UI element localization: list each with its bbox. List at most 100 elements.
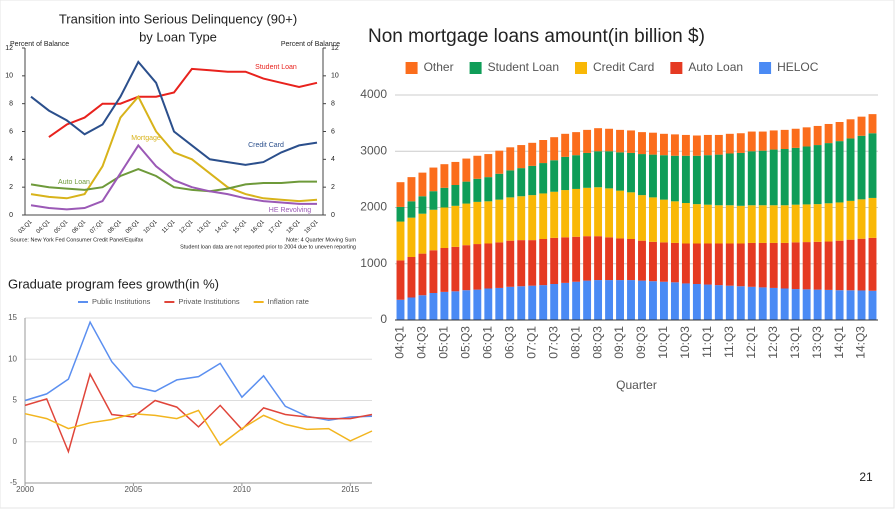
bar-segment xyxy=(561,237,570,283)
bar-segment xyxy=(725,243,734,286)
bar-segment xyxy=(429,250,438,293)
y-tick-label: 10 xyxy=(8,354,17,363)
bar-segment xyxy=(528,285,537,320)
bar-segment xyxy=(649,281,657,320)
x-tick-label: 13:Q1 xyxy=(788,326,802,359)
bar-segment xyxy=(824,241,833,290)
bar-segment xyxy=(747,286,756,320)
chart-title: Transition into Serious Delinquency (90+… xyxy=(59,11,297,26)
y-tick-label: 0 xyxy=(380,312,387,326)
bar-segment xyxy=(396,182,405,207)
y-tick-label: 0 xyxy=(9,212,13,219)
bar-segment xyxy=(824,123,833,144)
series-label: Auto Loan xyxy=(58,179,90,186)
bar-segment xyxy=(572,236,581,282)
bar-segment xyxy=(616,280,624,320)
bar-segment xyxy=(638,240,646,281)
bar-segment xyxy=(857,238,866,291)
bar-segment xyxy=(440,187,449,208)
bar-segment xyxy=(736,286,745,320)
bar-segment xyxy=(473,155,482,179)
x-tick-label: 08:Q1 xyxy=(568,326,582,359)
bar-segment xyxy=(780,242,789,289)
x-tick-label: 14:Q3 xyxy=(854,326,868,359)
legend-label: Other xyxy=(424,60,454,74)
bar-segment xyxy=(539,140,548,164)
bar-segment xyxy=(539,239,548,286)
y-tick-label: 15 xyxy=(8,313,17,322)
y2-tick-label: 0 xyxy=(331,212,335,219)
bar-segment xyxy=(506,240,515,287)
bar-segment xyxy=(462,158,471,182)
bar-segment xyxy=(747,131,756,152)
series-line xyxy=(30,143,317,211)
bar-segment xyxy=(736,152,745,206)
legend-swatch xyxy=(405,62,418,74)
bar-segment xyxy=(802,242,811,290)
bar-segment xyxy=(396,206,405,222)
bar-segment xyxy=(670,242,679,283)
legend-label: Student Loan xyxy=(488,60,559,74)
bar-segment xyxy=(462,203,471,246)
bar-segment xyxy=(868,237,877,291)
y-tick-label: 1000 xyxy=(360,256,387,270)
bar-segment xyxy=(747,151,756,206)
legend-label: HELOC xyxy=(777,60,819,74)
bar-segment xyxy=(824,289,833,320)
bar-segment xyxy=(868,114,877,134)
bar-segment xyxy=(407,217,416,257)
bar-segment xyxy=(846,138,855,201)
bar-segment xyxy=(506,286,515,320)
bar-segment xyxy=(638,195,646,241)
bar-segment xyxy=(583,152,592,188)
y-tick-label: 2000 xyxy=(360,200,387,214)
bar-segment xyxy=(714,285,723,320)
bar-segment xyxy=(627,192,635,239)
x-tick-label: 11:Q1 xyxy=(700,326,714,358)
bar-segment xyxy=(802,289,811,320)
bar-segment xyxy=(484,243,493,289)
x-tick-label: 2005 xyxy=(125,485,143,494)
bar-segment xyxy=(714,134,723,155)
series-label: Mortgage xyxy=(131,135,161,142)
series-line xyxy=(30,168,317,193)
bar-segment xyxy=(583,129,592,153)
bar-segment xyxy=(769,242,778,288)
bar-segment xyxy=(528,195,537,241)
bar-segment xyxy=(627,280,635,320)
bar-segment xyxy=(583,236,592,281)
x-tick-label: 04:Q1 xyxy=(393,326,407,359)
series-label: Credit Card xyxy=(248,142,284,149)
bar-segment xyxy=(638,132,646,155)
bar-segment xyxy=(594,151,603,188)
bar-segment xyxy=(396,221,405,261)
y2-tick-label: 4 xyxy=(331,156,335,163)
bar-segment xyxy=(846,239,855,291)
bar-segment xyxy=(561,190,570,238)
bar-segment xyxy=(484,177,493,202)
bar-segment xyxy=(835,122,844,142)
bar-segment xyxy=(638,154,646,196)
bar-segment xyxy=(429,209,438,251)
bar-segment xyxy=(813,241,822,290)
bar-segment xyxy=(758,131,767,151)
bar-segment xyxy=(681,155,690,203)
bar-segment xyxy=(495,173,504,200)
bar-segment xyxy=(484,201,493,244)
series-line xyxy=(24,409,373,447)
legend-label: Credit Card xyxy=(593,60,654,74)
bar-segment xyxy=(484,288,493,320)
bar-segment xyxy=(539,285,548,320)
bar-segment xyxy=(517,286,526,320)
x-tick-label: 2015 xyxy=(341,485,359,494)
bar-segment xyxy=(627,239,635,281)
legend-swatch xyxy=(469,62,482,74)
y-tick-label: 6 xyxy=(9,128,13,135)
bar-segment xyxy=(473,201,482,245)
bar-segment xyxy=(396,260,405,300)
series-label: HE Revolving xyxy=(269,207,312,214)
bar-segment xyxy=(627,152,635,193)
bar-segment xyxy=(583,187,592,237)
bar-segment xyxy=(813,289,822,320)
